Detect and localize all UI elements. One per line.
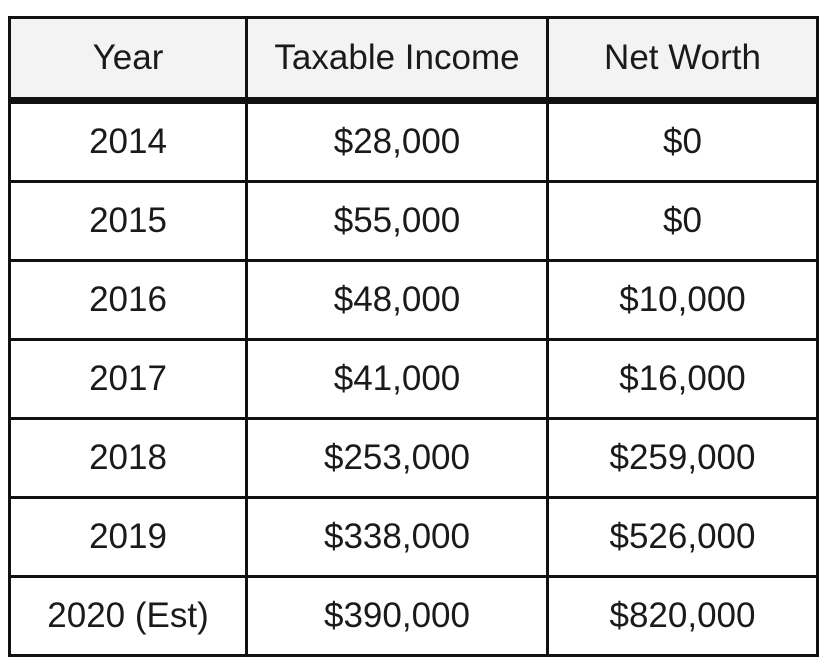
cell-year: 2017 <box>8 338 248 420</box>
cell-net-worth: $526,000 <box>546 496 819 578</box>
cell-year: 2014 <box>8 99 248 183</box>
cell-year: 2018 <box>8 417 248 499</box>
cell-year: 2020 (Est) <box>8 575 248 657</box>
cell-net-worth: $0 <box>546 99 819 183</box>
cell-net-worth: $259,000 <box>546 417 819 499</box>
cell-taxable-income: $390,000 <box>245 575 549 657</box>
cell-taxable-income: $28,000 <box>245 99 549 183</box>
header-net-worth: Net Worth <box>546 16 819 104</box>
cell-taxable-income: $55,000 <box>245 180 549 262</box>
income-networth-table: Year Taxable Income Net Worth 2014 $28,0… <box>8 16 819 657</box>
cell-taxable-income: $41,000 <box>245 338 549 420</box>
cell-taxable-income: $253,000 <box>245 417 549 499</box>
table-row: 2014 $28,000 $0 <box>8 99 819 183</box>
table-header-row: Year Taxable Income Net Worth <box>8 16 819 104</box>
cell-net-worth: $0 <box>546 180 819 262</box>
cell-taxable-income: $48,000 <box>245 259 549 341</box>
table-row: 2018 $253,000 $259,000 <box>8 417 819 499</box>
cell-net-worth: $10,000 <box>546 259 819 341</box>
table-row: 2020 (Est) $390,000 $820,000 <box>8 575 819 657</box>
header-taxable-income: Taxable Income <box>245 16 549 104</box>
table-row: 2019 $338,000 $526,000 <box>8 496 819 578</box>
header-year: Year <box>8 16 248 104</box>
cell-taxable-income: $338,000 <box>245 496 549 578</box>
cell-year: 2019 <box>8 496 248 578</box>
cell-year: 2015 <box>8 180 248 262</box>
cell-net-worth: $820,000 <box>546 575 819 657</box>
cell-net-worth: $16,000 <box>546 338 819 420</box>
data-table-container: Year Taxable Income Net Worth 2014 $28,0… <box>8 16 819 657</box>
cell-year: 2016 <box>8 259 248 341</box>
table-row: 2015 $55,000 $0 <box>8 180 819 262</box>
table-row: 2016 $48,000 $10,000 <box>8 259 819 341</box>
table-row: 2017 $41,000 $16,000 <box>8 338 819 420</box>
